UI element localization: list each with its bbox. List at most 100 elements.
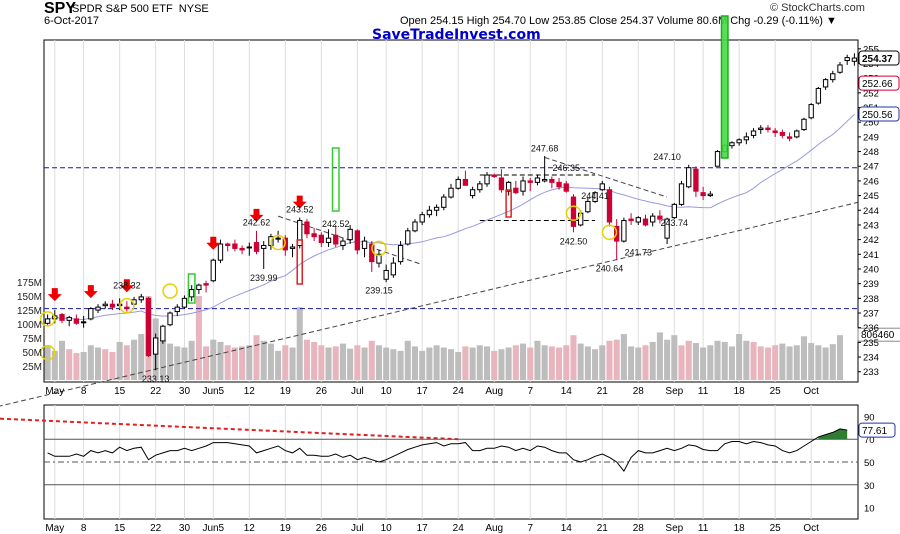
candle-body (361, 240, 368, 249)
volume-bar (685, 340, 692, 380)
volume-bar (520, 343, 527, 380)
candle-body (383, 269, 389, 280)
candle-body (549, 178, 555, 183)
volume-bar (95, 347, 102, 380)
candle-body (830, 73, 836, 81)
candle-body (196, 284, 202, 291)
volume-bar (635, 347, 642, 380)
volume-bars (44, 296, 844, 380)
price-label: 246.35 (552, 163, 580, 173)
candle-body (318, 234, 324, 244)
volume-bar (743, 340, 750, 380)
x-axis-label: 28 (633, 386, 645, 397)
yellow-circle-marker (39, 344, 56, 361)
volume-bar (599, 345, 606, 380)
red-marker-box (296, 239, 303, 285)
indicator-x-axis-label: 25 (770, 523, 782, 534)
candle-body (203, 283, 209, 286)
candle-body (729, 142, 735, 147)
candle-body (642, 218, 649, 226)
indicator-x-axis-label: 14 (561, 523, 573, 534)
ma-line (47, 114, 855, 321)
indicator-panel: 90 70 50 30 10 77.61 (0, 412, 896, 515)
volume-bar (159, 339, 166, 380)
sell-arrow-marker (83, 285, 98, 299)
yellow-circle-marker (162, 283, 178, 299)
yellow-circle-marker (601, 224, 618, 241)
volume-bar (512, 345, 519, 380)
volume-bar (779, 343, 786, 380)
candle-body (210, 259, 216, 282)
candle-body (477, 183, 483, 191)
volume-bar (620, 334, 627, 380)
candle-body (801, 118, 807, 131)
volume-bar (628, 346, 635, 380)
candle-body (808, 104, 814, 119)
chart-date: 6-Oct-2017 (44, 15, 100, 27)
sell-arrow-marker (206, 236, 221, 250)
volume-bar (231, 347, 238, 380)
indicator-x-axis-label: 30 (179, 523, 191, 534)
candle-body (563, 183, 569, 192)
candle-body (498, 177, 505, 191)
volume-bar (303, 339, 310, 380)
volume-bar (217, 341, 224, 380)
x-axis-label: 24 (453, 386, 465, 397)
volume-bar (318, 345, 325, 380)
candle-body (714, 151, 721, 167)
volume-bar (411, 346, 419, 380)
y-tick-label: 236 (863, 323, 879, 334)
candle-body (124, 306, 130, 310)
source-credit: © StockCharts.com (770, 2, 865, 14)
candle-body (390, 262, 397, 276)
volume-axis-label: 100M (17, 320, 42, 331)
candle-body (80, 321, 87, 324)
candle-body (340, 240, 346, 246)
x-axis-label: 7 (527, 386, 533, 397)
indicator-x-axis-label: 19 (280, 523, 292, 534)
candle-body (693, 168, 699, 192)
volume-bar (397, 350, 404, 380)
indicator-tick-label: 50 (864, 458, 875, 469)
brand-watermark: SaveTradeInvest.com (372, 27, 541, 43)
volume-bar (664, 339, 671, 380)
candle-body (606, 189, 613, 223)
volume-bar (404, 340, 411, 380)
indicator-x-axis-label: 11 (698, 523, 709, 534)
moving-average-line (47, 114, 855, 321)
indicator-x-axis-label: 15 (114, 523, 126, 534)
indicator-line (47, 428, 848, 473)
candle-body (650, 215, 656, 223)
volume-bar (534, 340, 541, 380)
volume-bar (455, 352, 462, 380)
volume-bar (58, 340, 66, 380)
volume-bar (584, 346, 591, 380)
volume-bar (375, 345, 382, 380)
x-axis-label: 11 (698, 386, 709, 397)
volume-bar (613, 339, 620, 380)
volume-bar (815, 345, 822, 380)
price-label: 243.52 (286, 204, 314, 214)
y-tick-label: 235 (863, 338, 879, 349)
y-tick-label: 248 (863, 147, 879, 158)
indicator-tick-label: 70 (864, 435, 875, 446)
candle-body (635, 217, 641, 223)
volume-axis-label: 125M (17, 306, 42, 317)
volume-bar (311, 341, 318, 380)
candle-body (779, 131, 786, 136)
volume-bar (66, 349, 73, 380)
yellow-circle-marker (270, 234, 286, 251)
volume-bar (671, 335, 678, 380)
volume-bar (721, 341, 728, 380)
indicator-x-axis-label: 17 (417, 523, 429, 534)
volume-bar (419, 350, 426, 380)
candle-body (686, 167, 692, 188)
y-tick-label: 241 (863, 250, 879, 261)
candle-body (397, 244, 404, 263)
candle-body (462, 178, 469, 186)
volume-bar (570, 335, 577, 380)
candle-body (325, 237, 332, 244)
price-label: 247.68 (531, 143, 559, 153)
candle-body (412, 221, 418, 232)
indicator-x-axis-label: 26 (316, 523, 328, 534)
